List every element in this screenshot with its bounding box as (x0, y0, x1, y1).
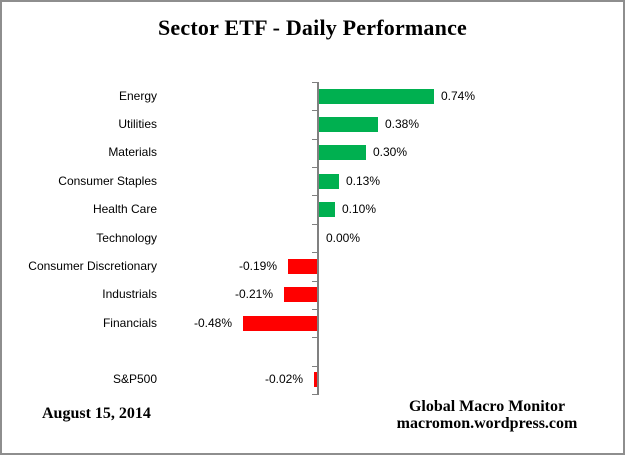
category-label-utilities: Utilities (118, 117, 157, 131)
category-label-s-p500: S&P500 (112, 372, 157, 386)
value-label-industrials: -0.21% (234, 287, 273, 301)
axis-tick (312, 281, 317, 282)
axis-tick (312, 110, 317, 111)
category-label-consumer-discretionary: Consumer Discretionary (28, 259, 157, 273)
value-label-technology: 0.00% (326, 231, 361, 245)
category-label-energy: Energy (118, 89, 157, 103)
category-label-consumer-staples: Consumer Staples (58, 174, 157, 188)
value-label-health-care: 0.10% (342, 202, 377, 216)
axis-tick (312, 252, 317, 253)
value-label-utilities: 0.38% (385, 117, 420, 131)
axis-tick (312, 139, 317, 140)
bar-health-care (319, 202, 335, 217)
category-label-materials: Materials (108, 145, 157, 159)
attribution-source: Global Macro Monitor (408, 398, 566, 415)
bar-consumer-staples (319, 174, 339, 189)
axis-tick (312, 394, 317, 395)
axis-tick (312, 82, 317, 83)
attribution-url: macromon.wordpress.com (396, 415, 578, 432)
bar-industrials (284, 287, 317, 302)
bar-consumer-discretionary (288, 259, 317, 274)
value-axis-zero-line (317, 82, 319, 395)
axis-tick (312, 224, 317, 225)
value-label-consumer-discretionary: -0.19% (238, 259, 277, 273)
value-label-financials: -0.48% (193, 316, 232, 330)
date-label: August 15, 2014 (42, 405, 151, 422)
bar-s-p500 (314, 372, 317, 387)
value-label-energy: 0.74% (441, 89, 476, 103)
axis-tick (312, 366, 317, 367)
category-label-industrials: Industrials (102, 287, 157, 301)
bar-utilities (319, 117, 378, 132)
axis-tick (312, 195, 317, 196)
category-label-financials: Financials (102, 316, 157, 330)
attribution: Global Macro Monitor macromon.wordpress.… (347, 398, 623, 432)
axis-tick (312, 167, 317, 168)
value-label-materials: 0.30% (373, 145, 408, 159)
axis-tick (312, 337, 317, 338)
value-label-s-p500: -0.02% (264, 372, 303, 386)
value-label-consumer-staples: 0.13% (346, 174, 381, 188)
category-label-technology: Technology (96, 231, 157, 245)
chart-title: Sector ETF - Daily Performance (157, 15, 467, 40)
bar-financials (243, 316, 317, 331)
bar-energy (319, 89, 434, 104)
axis-tick (312, 309, 317, 310)
category-label-health-care: Health Care (92, 202, 157, 216)
bar-materials (319, 145, 366, 160)
